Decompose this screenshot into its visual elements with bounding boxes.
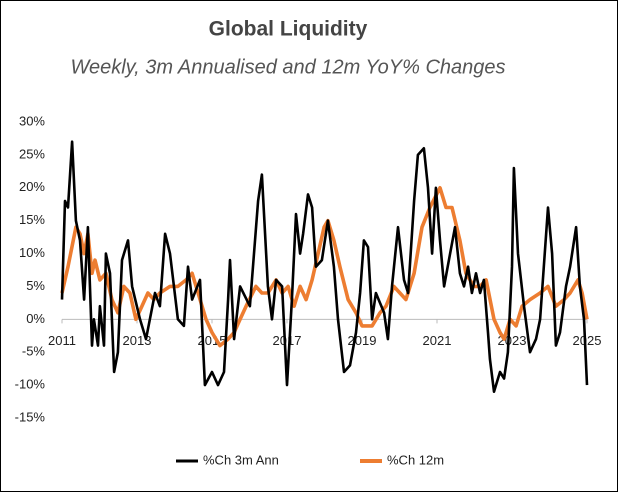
series-line xyxy=(60,140,589,393)
y-tick-label: -5% xyxy=(22,344,46,359)
x-tick-label: 2011 xyxy=(48,333,76,348)
y-tick-label: 20% xyxy=(19,179,45,194)
y-tick-label: 0% xyxy=(26,311,45,326)
x-tick-label: 2021 xyxy=(423,333,452,348)
y-tick-label: -15% xyxy=(15,409,46,424)
x-tick-label: 2017 xyxy=(273,333,302,348)
y-tick-label: 25% xyxy=(19,146,45,161)
y-tick-label: 15% xyxy=(19,212,45,227)
y-tick-label: 30% xyxy=(19,113,45,128)
y-tick-label: -10% xyxy=(15,377,46,392)
x-tick-label: 2019 xyxy=(348,333,377,348)
chart-title: Global Liquidity xyxy=(209,18,368,41)
x-tick-label: 2025 xyxy=(573,333,602,348)
chart-subtitle: Weekly, 3m Annualised and 12m YoY% Chang… xyxy=(70,56,505,78)
y-tick-label: 10% xyxy=(19,245,45,260)
legend-label: %Ch 12m xyxy=(387,452,444,467)
y-tick-label: 5% xyxy=(26,278,45,293)
series-line xyxy=(60,186,589,348)
legend-label: %Ch 3m Ann xyxy=(203,452,279,467)
